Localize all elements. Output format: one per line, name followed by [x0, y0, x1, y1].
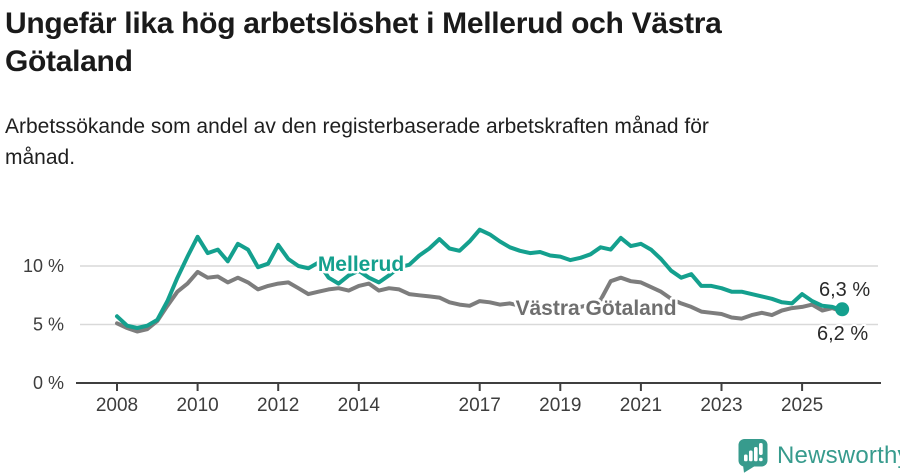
- end-value-label-vastra-gotaland: 6,2 %: [817, 323, 868, 345]
- newsworthy-logo: Newsworthy: [736, 437, 900, 474]
- chart-subtitle: Arbetssökande som andel av den registerb…: [5, 111, 865, 173]
- exclamation-stem: [759, 443, 763, 455]
- y-tick-label-5pct: 5 %: [33, 315, 64, 335]
- x-tick-label-2014: 2014: [338, 395, 381, 416]
- y-tick-label-0pct: 0 %: [33, 373, 64, 393]
- exclamation-dot: [759, 457, 763, 462]
- x-tick-label-2012: 2012: [257, 395, 299, 416]
- x-tick-label-2021: 2021: [620, 395, 662, 416]
- series-label-mellerud: Mellerud: [318, 253, 404, 276]
- subtitle-line-2: månad.: [5, 146, 76, 169]
- series-line-vastra-gotaland: [115, 269, 842, 334]
- x-tick-label-2025: 2025: [781, 395, 823, 416]
- page-title: Ungefär lika hög arbetslöshet i Mellerud…: [5, 5, 890, 81]
- x-tick-label-2010: 2010: [176, 395, 218, 416]
- x-tick-label-2017: 2017: [459, 395, 501, 416]
- series-line-mellerud: [115, 227, 842, 330]
- bar-tall: [754, 447, 758, 462]
- subtitle-line-1: Arbetssökande som andel av den registerb…: [5, 115, 709, 138]
- x-tick-label-2023: 2023: [700, 395, 742, 416]
- bar-medium: [749, 450, 753, 462]
- x-tick-label-2019: 2019: [539, 395, 581, 416]
- bar-small: [744, 454, 748, 462]
- brand-name: Newsworthy: [777, 441, 900, 469]
- y-tick-label-10pct: 10 %: [23, 256, 64, 276]
- newsworthy-speech-bubble-bar-chart-icon: [738, 439, 768, 473]
- title-line-1: Ungefär lika hög arbetslöshet i Mellerud…: [5, 7, 722, 40]
- end-value-label-mellerud: 6,3 %: [819, 279, 870, 301]
- x-tick-label-2008: 2008: [96, 395, 138, 416]
- end-dot-mellerud: [835, 302, 850, 317]
- series-label-vastra-gotaland: Västra Götaland: [515, 297, 676, 320]
- title-line-2: Götaland: [5, 45, 133, 78]
